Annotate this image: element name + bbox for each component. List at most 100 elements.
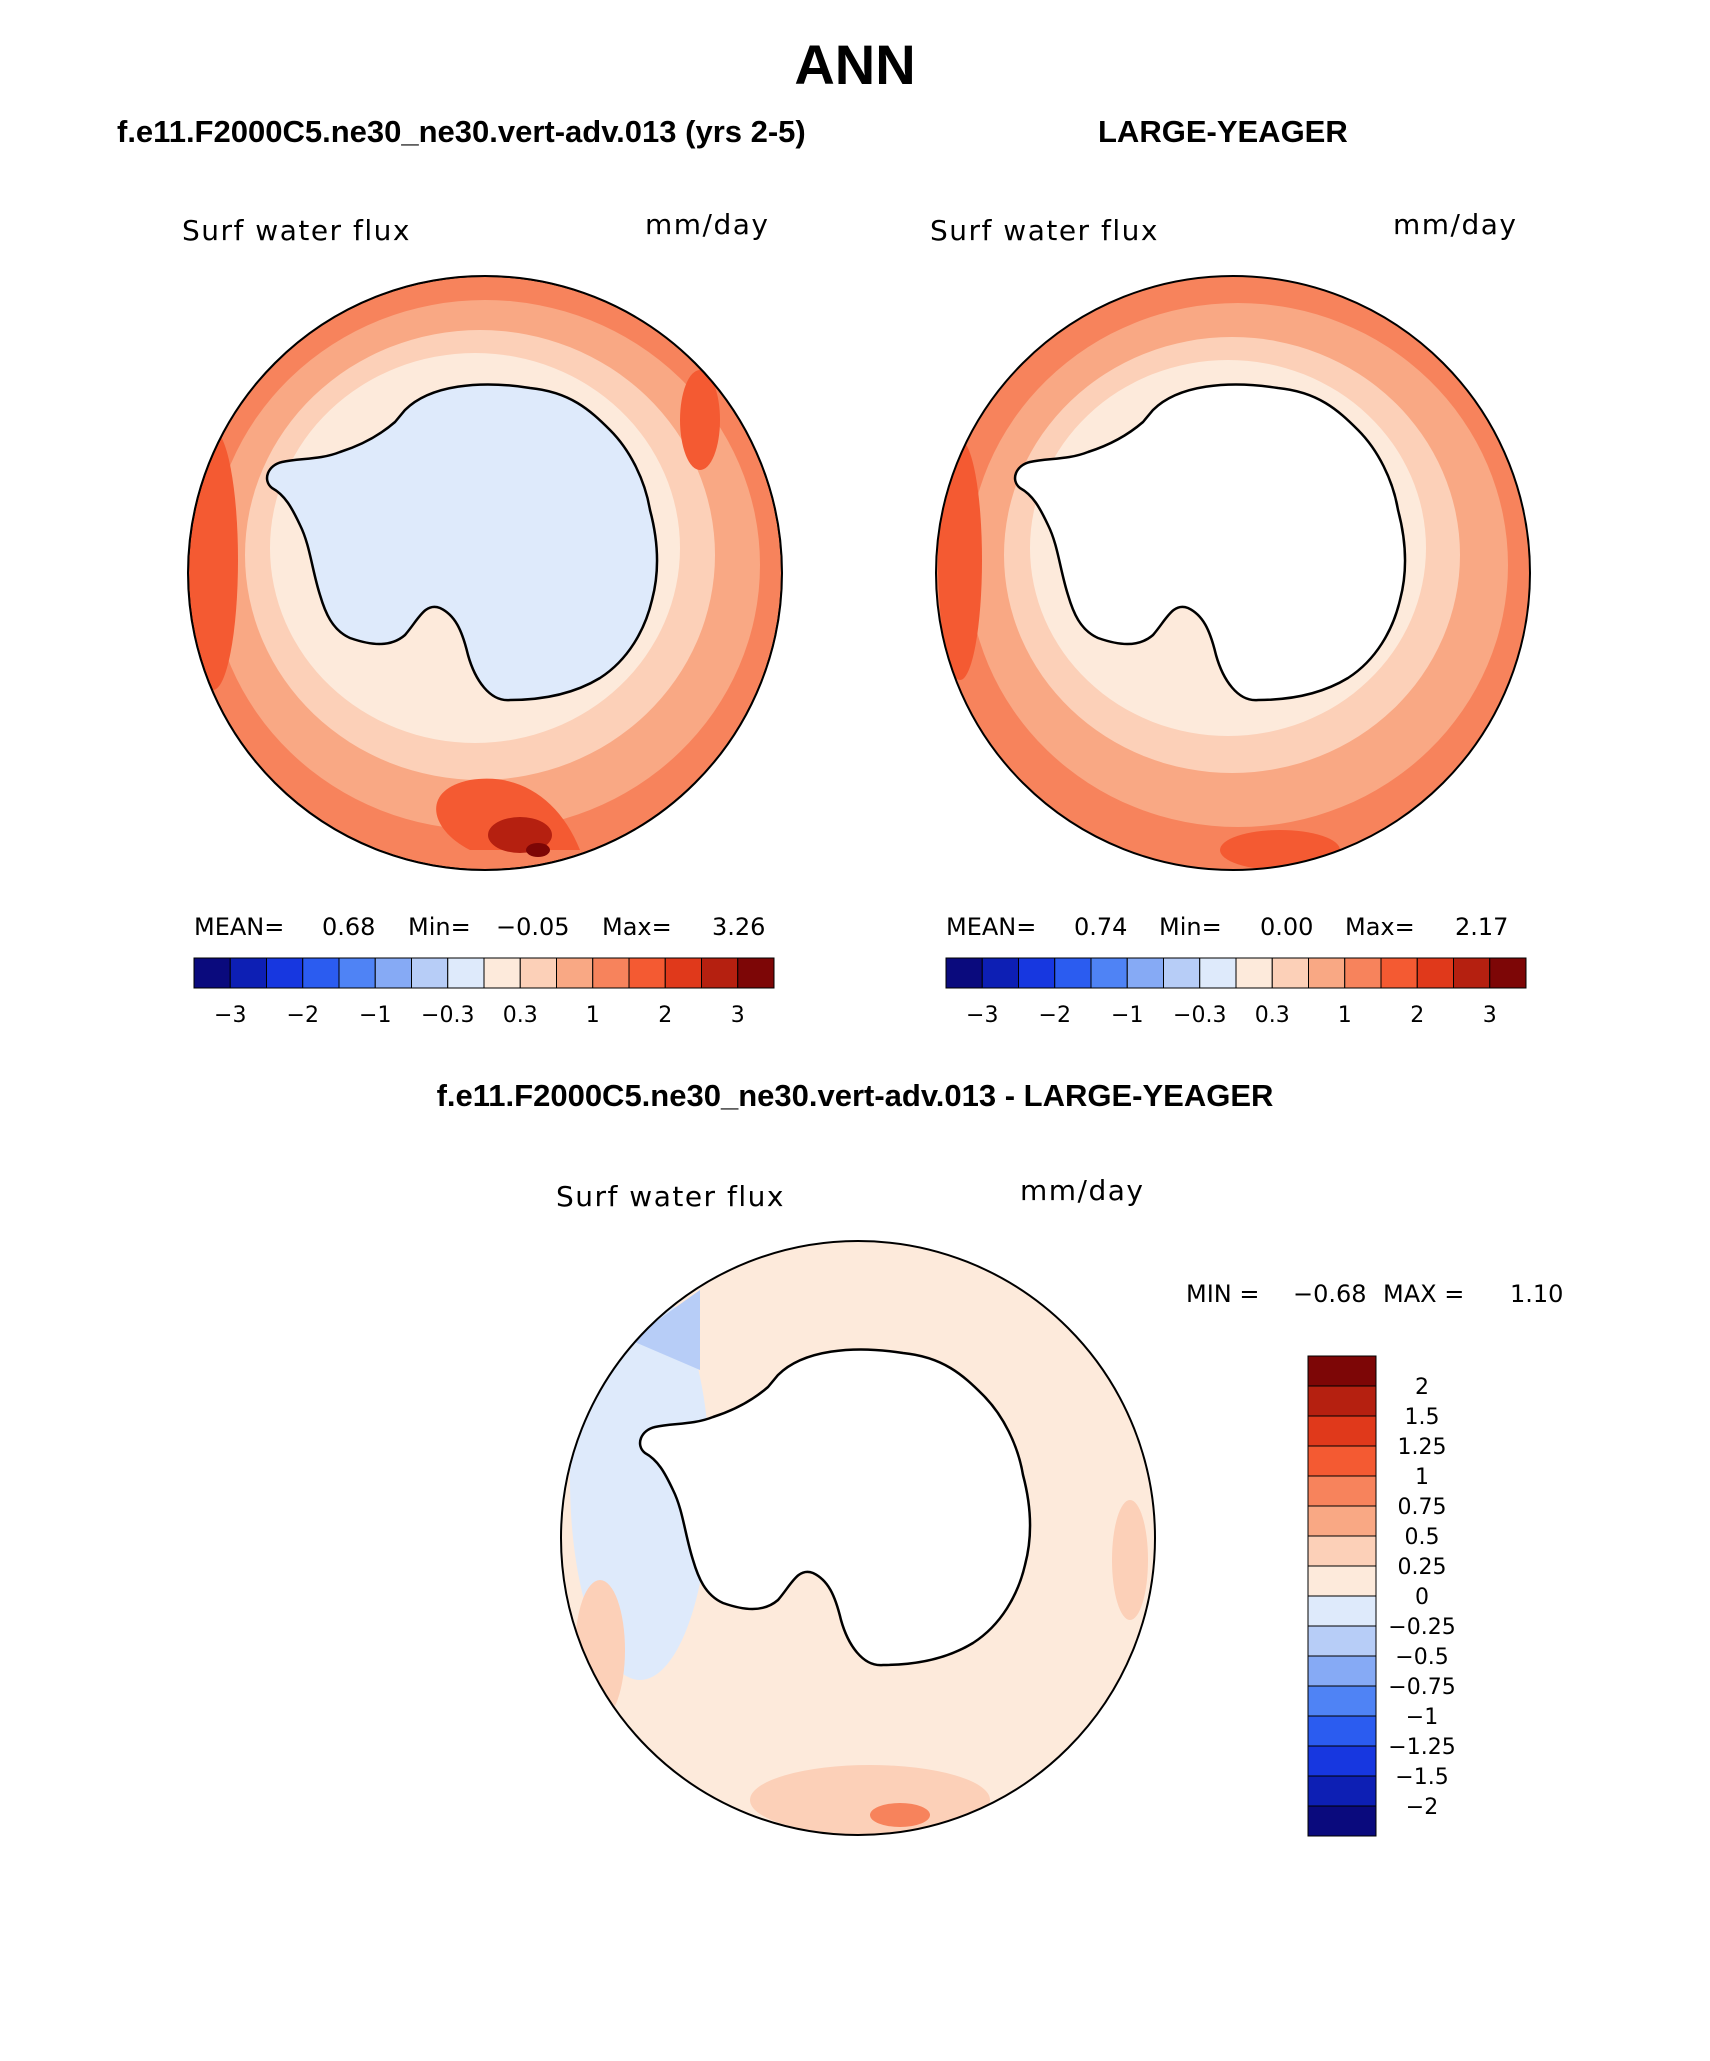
panel3-colorbar-tick-label: 0 <box>1415 1585 1429 1610</box>
panel3-colorbar-tick-label: −2 <box>1406 1795 1438 1820</box>
panel2-colorbar-color-box-8 <box>1235 957 1273 989</box>
panel1-map-border <box>187 275 783 871</box>
panel1-max-value: 3.26 <box>712 913 766 941</box>
panel1-min-label: Min= <box>408 913 471 941</box>
panel3-colorbar-color-box-6 <box>1307 1535 1377 1567</box>
panel1-max-label: Max= <box>602 913 672 941</box>
panel3-colorbar-color-box-8 <box>1307 1595 1377 1627</box>
panel3-colorbar-color-box-3 <box>1307 1445 1377 1477</box>
panel3-colorbar-color-box-2 <box>1307 1415 1377 1447</box>
panel3-max-label: MAX = <box>1383 1280 1465 1308</box>
panel2-colorbar-tick-label: −0.3 <box>1173 1003 1226 1028</box>
panel2-colorbar-tick-label: 0.3 <box>1255 1003 1290 1028</box>
panel1-mean-value: 0.68 <box>322 913 376 941</box>
panel1-colorbar-color-box-13 <box>664 957 702 989</box>
panel3-colorbar-color-box-14 <box>1307 1775 1377 1807</box>
panel1-colorbar-tick-label: 0.3 <box>503 1003 538 1028</box>
panel1-colorbar-color-box-3 <box>302 957 340 989</box>
panel1-colorbar-color-box-7 <box>447 957 485 989</box>
panel1-colorbar-color-box-0 <box>193 957 231 989</box>
panel1-colorbar: −3 −2 −1 −0.3 0.3 1 2 3 <box>193 957 775 1028</box>
panel1-colorbar-color-box-1 <box>229 957 267 989</box>
panel2-colorbar-color-box-14 <box>1453 957 1491 989</box>
panel2-colorbar-tick-label: −1 <box>1111 1003 1143 1028</box>
panel2-colorbar-color-box-0 <box>945 957 983 989</box>
panel1-colorbar-color-box-11 <box>592 957 630 989</box>
panel1-colorbar-color-box-12 <box>628 957 666 989</box>
panel3-max-value: 1.10 <box>1510 1280 1564 1308</box>
panel2-colorbar: −3 −2 −1 −0.3 0.3 1 2 3 <box>945 957 1527 1028</box>
panel3-colorbar-tick-label: −1.25 <box>1388 1735 1455 1760</box>
panel2-colorbar-color-box-15 <box>1489 957 1527 989</box>
panel3-colorbar-color-box-15 <box>1307 1805 1377 1837</box>
panel3-colorbar-tick-label: −1 <box>1406 1705 1438 1730</box>
panel3-colorbar-tick-label: −0.75 <box>1388 1675 1455 1700</box>
panel3-colorbar-color-box-11 <box>1307 1685 1377 1717</box>
panel3-case-title: f.e11.F2000C5.ne30_ne30.vert-adv.013 - L… <box>436 1078 1274 1113</box>
panel1-colorbar-tick-label: −0.3 <box>421 1003 474 1028</box>
panel2-colorbar-tick-label: 1 <box>1338 1003 1352 1028</box>
panel3-colorbar-color-box-10 <box>1307 1655 1377 1687</box>
panel1-colorbar-color-box-10 <box>556 957 594 989</box>
panel3-colorbar-tick-label: 1 <box>1415 1465 1429 1490</box>
panel2-colorbar-color-box-3 <box>1054 957 1092 989</box>
panel2-max-value: 2.17 <box>1455 913 1509 941</box>
panel3-colorbar-color-box-12 <box>1307 1715 1377 1747</box>
panel1-colorbar-color-box-2 <box>266 957 304 989</box>
panel3-map-border <box>560 1240 1156 1836</box>
panel1-colorbar-color-box-4 <box>338 957 376 989</box>
panel3-colorbar-tick-label: 2 <box>1415 1375 1429 1400</box>
panel1-colorbar-color-box-6 <box>411 957 449 989</box>
panel3-variable-label: Surf water flux <box>556 1180 785 1213</box>
panel1-colorbar-color-box-9 <box>519 957 557 989</box>
panel2-colorbar-color-box-1 <box>981 957 1019 989</box>
panel3-min-label: MIN = <box>1186 1280 1260 1308</box>
panel2-colorbar-color-box-9 <box>1271 957 1309 989</box>
panel3-colorbar-tick-label: 1.5 <box>1405 1405 1440 1430</box>
panel1-units-label: mm/day <box>645 208 770 241</box>
panel2-variable-label: Surf water flux <box>930 214 1159 247</box>
panel1-map <box>188 276 782 870</box>
panel2-colorbar-color-box-2 <box>1018 957 1056 989</box>
panel2-colorbar-color-box-7 <box>1199 957 1237 989</box>
panel2-colorbar-color-box-6 <box>1163 957 1201 989</box>
panel1-min-value: −0.05 <box>496 913 570 941</box>
panel1-case-title: f.e11.F2000C5.ne30_ne30.vert-adv.013 (yr… <box>117 114 806 149</box>
panel2-min-value: 0.00 <box>1260 913 1314 941</box>
panel2-mean-label: MEAN= <box>946 913 1037 941</box>
panel2-colorbar-tick-label: −2 <box>1039 1003 1071 1028</box>
panel3-colorbar-tick-label: −1.5 <box>1395 1765 1448 1790</box>
panel3-colorbar-tick-label: 0.75 <box>1398 1495 1447 1520</box>
panel3-colorbar-tick-label: −0.25 <box>1388 1615 1455 1640</box>
panel1-colorbar-tick-label: 1 <box>586 1003 600 1028</box>
panel3-colorbar-tick-label: 0.25 <box>1398 1555 1447 1580</box>
panel1-variable-label: Surf water flux <box>182 214 411 247</box>
panel2-colorbar-color-box-5 <box>1126 957 1164 989</box>
panel3-colorbar-color-box-4 <box>1307 1475 1377 1507</box>
figure-title: ANN <box>794 33 916 96</box>
panel1-colorbar-tick-label: 3 <box>731 1003 745 1028</box>
panel1-colorbar-color-box-14 <box>701 957 739 989</box>
panel2-colorbar-color-box-10 <box>1308 957 1346 989</box>
panel2-map-border <box>935 275 1531 871</box>
panel3-colorbar-color-box-1 <box>1307 1385 1377 1417</box>
panel2-colorbar-color-box-11 <box>1344 957 1382 989</box>
panel2-colorbar-tick-label: 3 <box>1483 1003 1497 1028</box>
panel3-colorbar: 2 1.5 1.25 1 0.75 0.5 0.25 0 −0.25 −0.5 −0.75 −1 −1.… <box>1307 1355 1456 1837</box>
panel3-colorbar-color-box-9 <box>1307 1625 1377 1657</box>
panel3-colorbar-tick-label: −0.5 <box>1395 1645 1448 1670</box>
panel1-colorbar-tick-label: −1 <box>359 1003 391 1028</box>
panel1-colorbar-color-box-15 <box>737 957 775 989</box>
panel1-colorbar-tick-label: 2 <box>658 1003 672 1028</box>
panel2-colorbar-color-box-4 <box>1090 957 1128 989</box>
panel2-map <box>936 276 1530 870</box>
panel1-mean-label: MEAN= <box>194 913 285 941</box>
panel2-colorbar-color-box-13 <box>1416 957 1454 989</box>
panel3-colorbar-color-box-5 <box>1307 1505 1377 1537</box>
panel2-min-label: Min= <box>1159 913 1222 941</box>
panel2-case-title: LARGE-YEAGER <box>1098 114 1348 149</box>
panel1-colorbar-color-box-8 <box>483 957 521 989</box>
panel2-colorbar-tick-label: −3 <box>966 1003 998 1028</box>
panel2-max-label: Max= <box>1345 913 1415 941</box>
panel2-colorbar-color-box-12 <box>1380 957 1418 989</box>
